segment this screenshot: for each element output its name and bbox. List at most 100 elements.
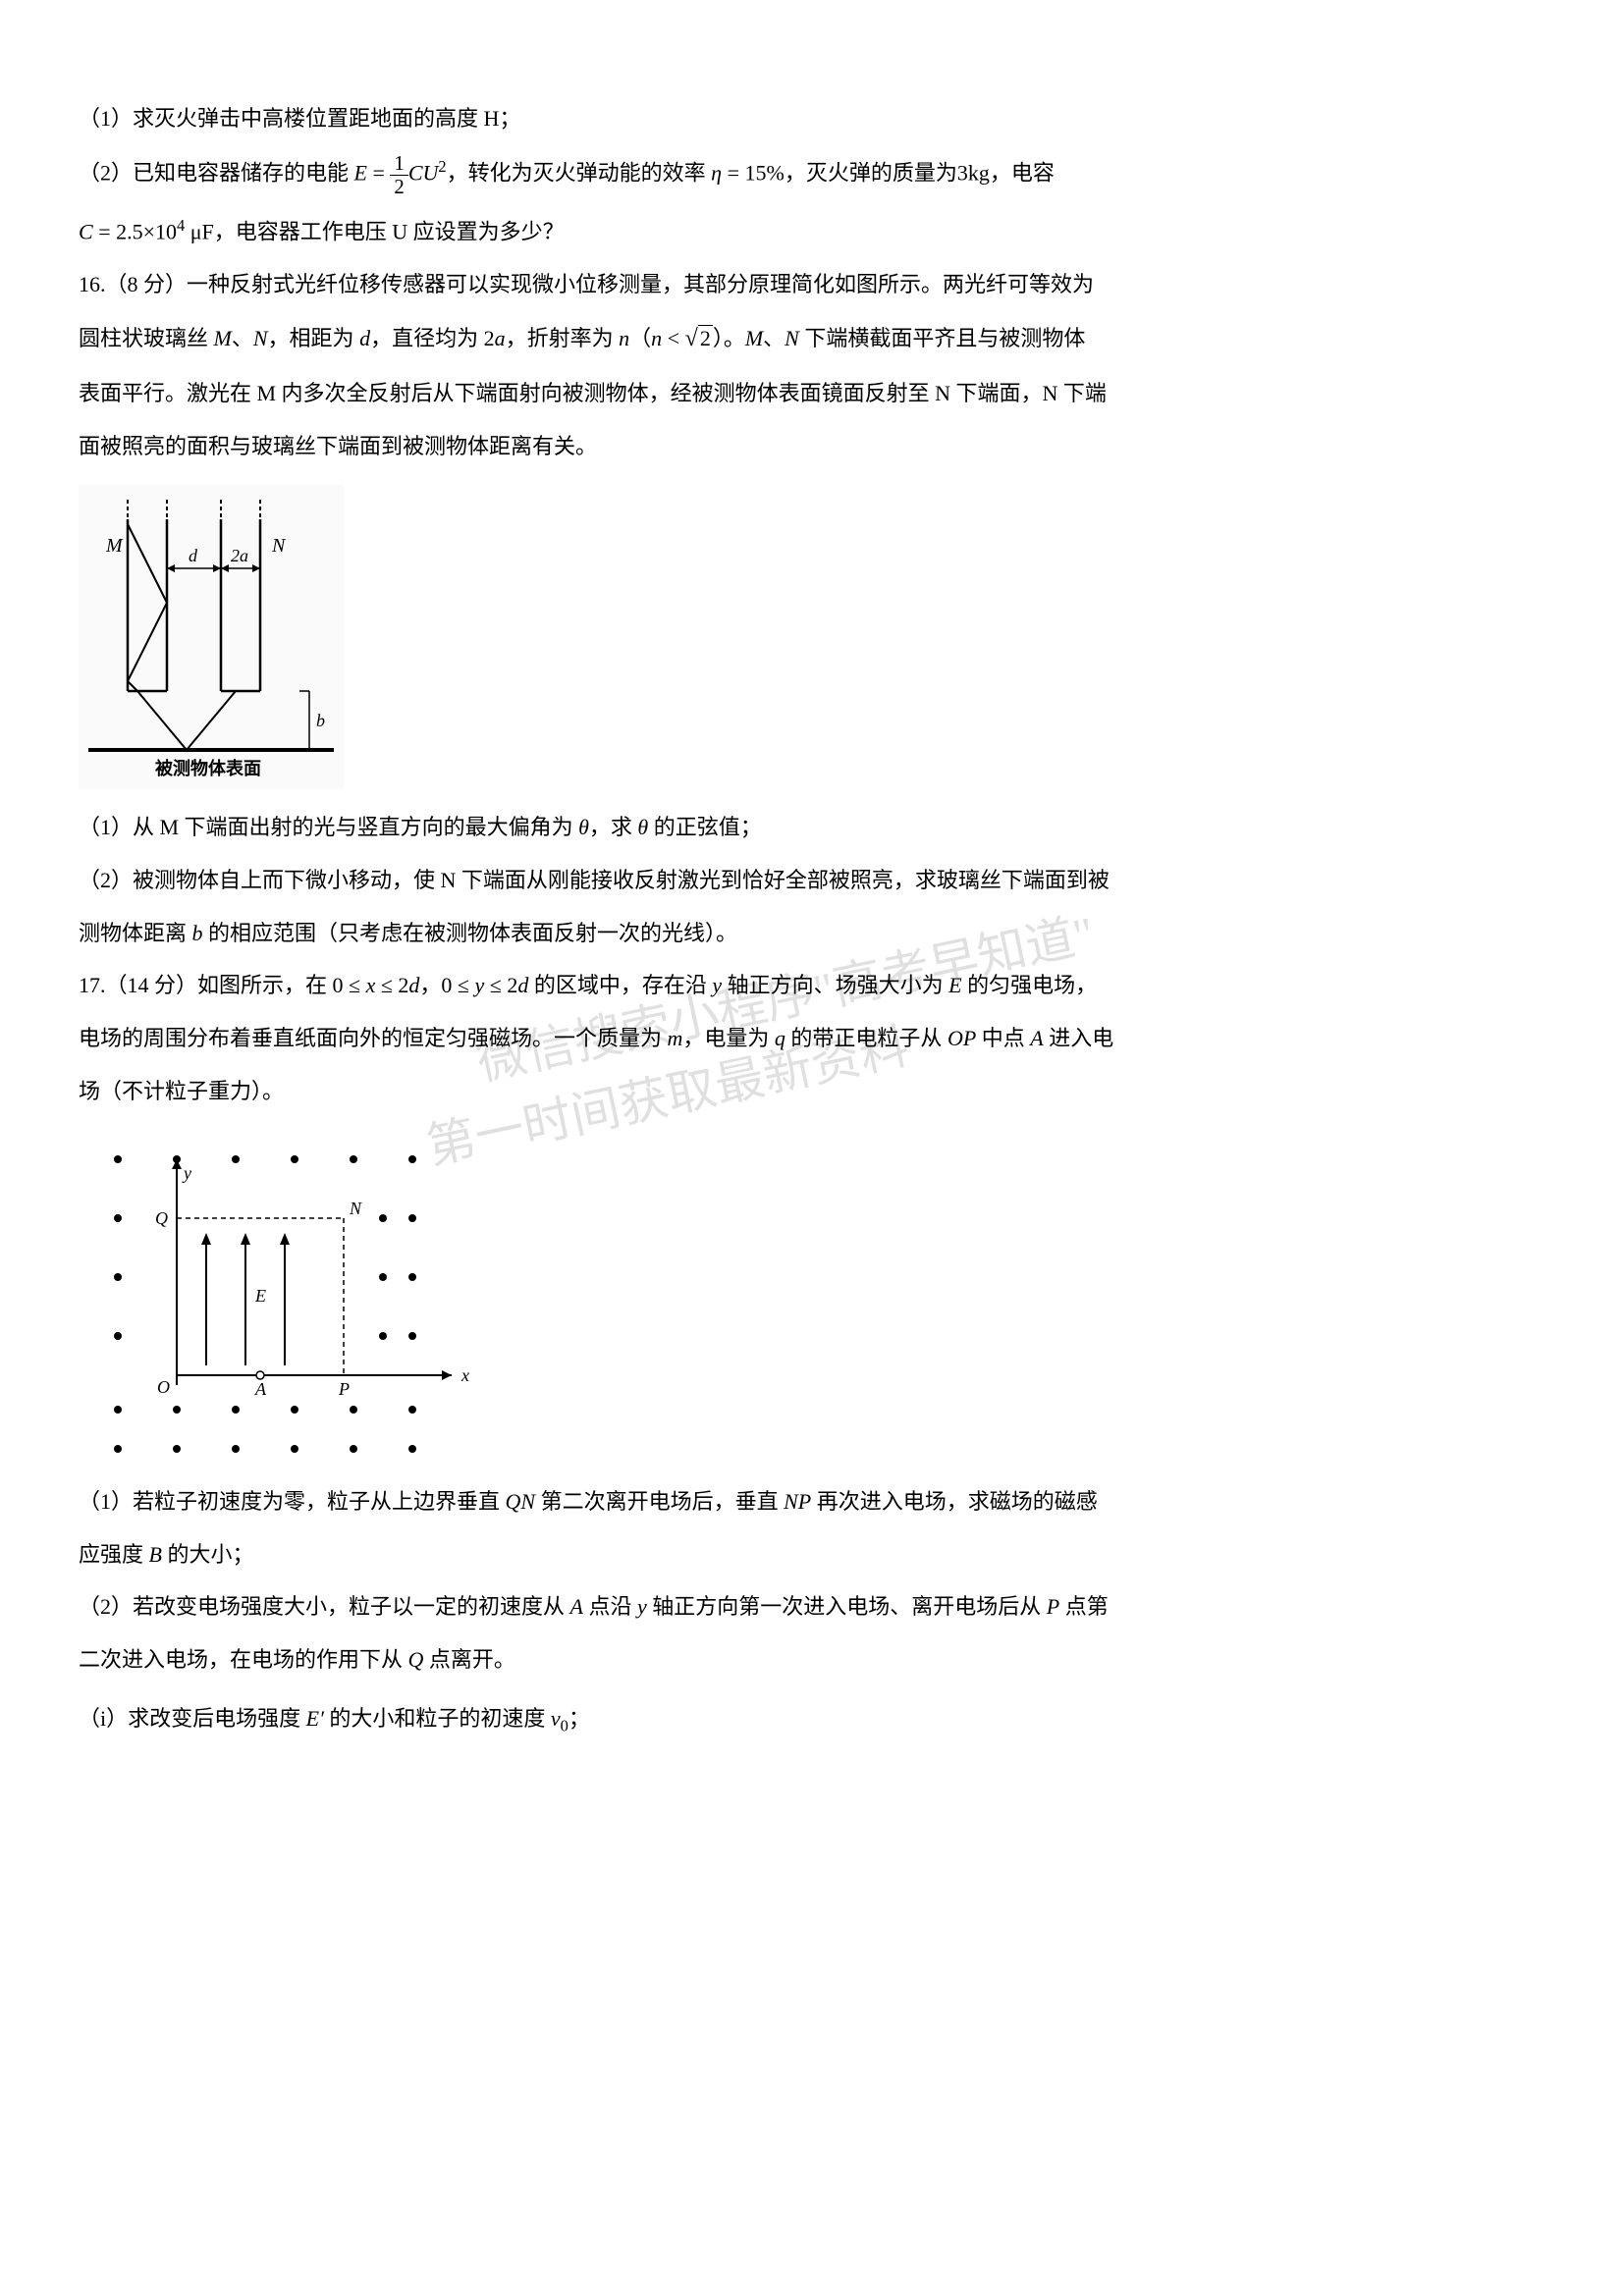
q16-line3: 表面平行。激光在 M 内多次全反射后从下端面射向被测物体，经被测物体表面镜面反射… [79,373,1545,414]
var-Eprime: E′ [306,1706,324,1731]
t: ，直径均为 2 [370,326,495,350]
var-A: A [1030,1026,1043,1050]
t: ≤ 2 [375,973,408,997]
q17-part1-l1: （1）若粒子初速度为零，粒子从上边界垂直 QN 第二次离开电场后，垂直 NP 再… [79,1481,1545,1522]
t: 的大小和粒子的初速度 [324,1706,551,1731]
fig2-label-Q: Q [155,1208,168,1228]
q16-line4: 面被照亮的面积与玻璃丝下端面到被测物体距离有关。 [79,426,1545,467]
fig2-label-E: E [254,1286,266,1306]
var-n2: n [651,326,662,350]
var-P: P [1047,1594,1059,1619]
q15-part1: （1）求灭火弹击中高楼位置距地面的高度 H； [79,98,1545,139]
fig2-label-P: P [338,1379,350,1399]
fig2-label-y: y [182,1163,191,1183]
t: 17.（14 分）如图所示，在 0 ≤ [79,973,366,997]
var-n: n [619,326,629,350]
fig2-label-A: A [254,1379,267,1399]
t: 点离开。 [423,1647,515,1672]
var-d3: d [517,973,528,997]
var-q: q [775,1026,785,1050]
t: ，折射率为 [506,326,620,350]
t: ，电量为 [682,1026,775,1050]
t: 的正弦值； [648,815,762,839]
t: 轴正方向第一次进入电场、离开电场后从 [647,1594,1047,1619]
q16-part2-l2: 测物体距离 b 的相应范围（只考虑在被测物体表面反射一次的光线）。 [79,913,1545,954]
t: （ [629,326,651,350]
t: 中点 [976,1026,1030,1050]
var-N2: N [785,326,799,350]
figure-2-field-region: y x O A P Q N E [79,1130,1545,1464]
fig2-label-x: x [460,1365,469,1385]
var-Q: Q [408,1647,424,1672]
var-a: a [495,326,506,350]
sqrt-symbol: √ [685,325,698,351]
t: < [662,326,684,350]
t: 进入电 [1044,1026,1114,1050]
var-d: d [359,326,370,350]
t: μF，电容器工作电压 U 应设置为多少？ [185,219,564,243]
t: （i）求改变后电场强度 [79,1706,306,1731]
fraction-half: 12 [390,152,407,198]
t: （1）若粒子初速度为零，粒子从上边界垂直 [79,1489,506,1514]
q17-part2i: （i）求改变后电场强度 E′ 的大小和粒子的初速度 v0； [79,1698,1545,1741]
t: 的相应范围（只考虑在被测物体表面反射一次的光线）。 [203,921,738,945]
t: = [367,160,390,185]
fig1-label-M: M [105,535,124,557]
var-x: x [366,973,376,997]
var-OP: OP [947,1026,976,1050]
t: 应强度 [79,1542,149,1567]
q16-line1: 16.（8 分）一种反射式光纤位移传感器可以实现微小位移测量，其部分原理简化如图… [79,264,1545,305]
q17-line1: 17.（14 分）如图所示，在 0 ≤ x ≤ 2d，0 ≤ y ≤ 2d 的区… [79,965,1545,1006]
fig1-label-surface: 被测物体表面 [155,758,261,778]
var-b: b [192,921,203,945]
t: 再次进入电场，求磁场的磁感 [811,1489,1098,1514]
var-N: N [253,326,268,350]
q17-line2: 电场的周围分布着垂直纸面向外的恒定匀强磁场。一个质量为 m，电量为 q 的带正电… [79,1018,1545,1059]
t: ，转化为灭火弹动能的效率 [447,160,712,185]
var-v: v [551,1706,561,1731]
t: = 15%，灭火弹的质量为3kg，电容 [722,160,1055,185]
var-E: E [354,160,367,185]
var-CU: CU [408,160,439,185]
t: 轴正方向、场强大小为 [722,973,948,997]
t: 点第 [1059,1594,1109,1619]
var-M: M [214,326,232,350]
fig1-label-N: N [271,535,287,557]
var-theta: θ [578,815,589,839]
t: ，求 [589,815,638,839]
num: 1 [390,152,407,176]
q17-part2-l2: 二次进入电场，在电场的作用下从 Q 点离开。 [79,1639,1545,1681]
q16-line2: 圆柱状玻璃丝 M、N，相距为 d，直径均为 2a，折射率为 n（n < √2）。… [79,316,1545,361]
sup-2: 2 [438,157,446,176]
var-y: y [475,973,485,997]
q16-part1: （1）从 M 下端面出射的光与竖直方向的最大偏角为 θ，求 θ 的正弦值； [79,807,1545,848]
q16-part2-l1: （2）被测物体自上而下微小移动，使 N 下端面从刚能接收反射激光到恰好全部被照亮… [79,860,1545,901]
q17-part2-l1: （2）若改变电场强度大小，粒子以一定的初速度从 A 点沿 y 轴正方向第一次进入… [79,1586,1545,1628]
fig1-label-2a: 2a [231,546,248,565]
t: ≤ 2 [484,973,517,997]
var-E: E [948,973,961,997]
var-d: d [408,973,419,997]
t: 、 [763,326,785,350]
page-container: 微信搜索小程序"高考早知道" 第一时间获取最新资料 （1）求灭火弹击中高楼位置距… [79,98,1545,1741]
q17-part1-l2: 应强度 B 的大小； [79,1534,1545,1575]
t: 第二次离开电场后，垂直 [535,1489,784,1514]
den: 2 [390,176,407,198]
figure-1-fiber-sensor: M N d 2a b 被测物体表面 [79,485,1545,789]
var-C: C [79,219,93,243]
var-QN: QN [506,1489,536,1514]
var-theta2: θ [637,815,648,839]
t: 测物体距离 [79,921,192,945]
q15-part2-line1: （2）已知电容器储存的电能 E = 12CU2，转化为灭火弹动能的效率 η = … [79,151,1545,198]
t: （2）若改变电场强度大小，粒子以一定的初速度从 [79,1594,570,1619]
var-B: B [149,1542,162,1567]
t: （2）已知电容器储存的电能 [79,160,354,185]
t: 的区域中，存在沿 [528,973,712,997]
fig2-label-O: O [157,1377,170,1397]
t: 的带正电粒子从 [785,1026,947,1050]
t: 的匀强电场， [962,973,1098,997]
var-A: A [570,1594,583,1619]
t: ）。 [713,326,745,350]
sub-0: 0 [561,1716,568,1735]
t: 点沿 [583,1594,637,1619]
